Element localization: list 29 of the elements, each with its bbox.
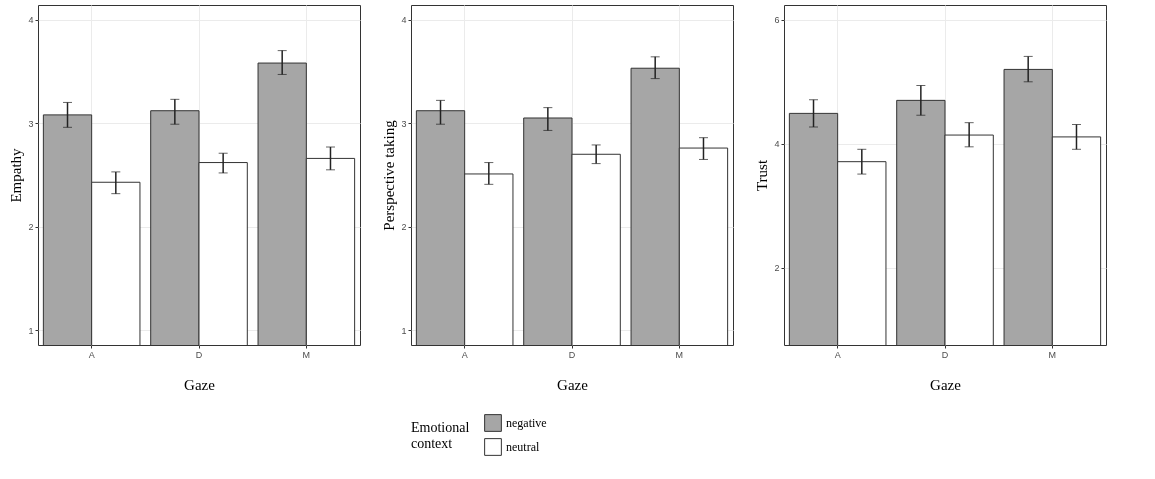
x-tick-label: M <box>675 349 684 360</box>
x-tick-label: M <box>302 349 311 360</box>
x-axis-title: Gaze <box>930 376 962 393</box>
y-axis-title: Empathy <box>8 147 25 203</box>
y-tick-label: 2 <box>28 222 34 233</box>
x-tick-label: D <box>568 349 576 360</box>
y-tick-label: 2 <box>401 222 407 233</box>
y-tick-label: 3 <box>401 118 407 129</box>
x-tick-label: D <box>195 349 203 360</box>
y-tick-label: 4 <box>28 15 34 26</box>
legend-title: Emotional context <box>411 420 470 451</box>
x-axis-title: Gaze <box>557 376 589 393</box>
y-tick-label: 4 <box>401 15 407 26</box>
x-tick-label: M <box>1048 349 1057 360</box>
y-tick-label: 3 <box>28 118 34 129</box>
x-tick-label: A <box>834 349 841 360</box>
y-tick-label: 1 <box>401 325 407 336</box>
legend-label: negative <box>506 416 547 430</box>
y-tick-label: 2 <box>774 263 780 274</box>
x-tick-label: A <box>461 349 468 360</box>
x-axis-title: Gaze <box>184 376 216 393</box>
y-tick-label: 4 <box>774 139 780 150</box>
x-tick-label: D <box>941 349 949 360</box>
legend-label: neutral <box>506 440 540 454</box>
y-axis-title: Trust <box>754 159 771 192</box>
y-axis-title: Perspective taking <box>381 119 398 231</box>
x-tick-label: A <box>88 349 95 360</box>
y-tick-label: 1 <box>28 325 34 336</box>
y-tick-label: 6 <box>774 15 780 26</box>
